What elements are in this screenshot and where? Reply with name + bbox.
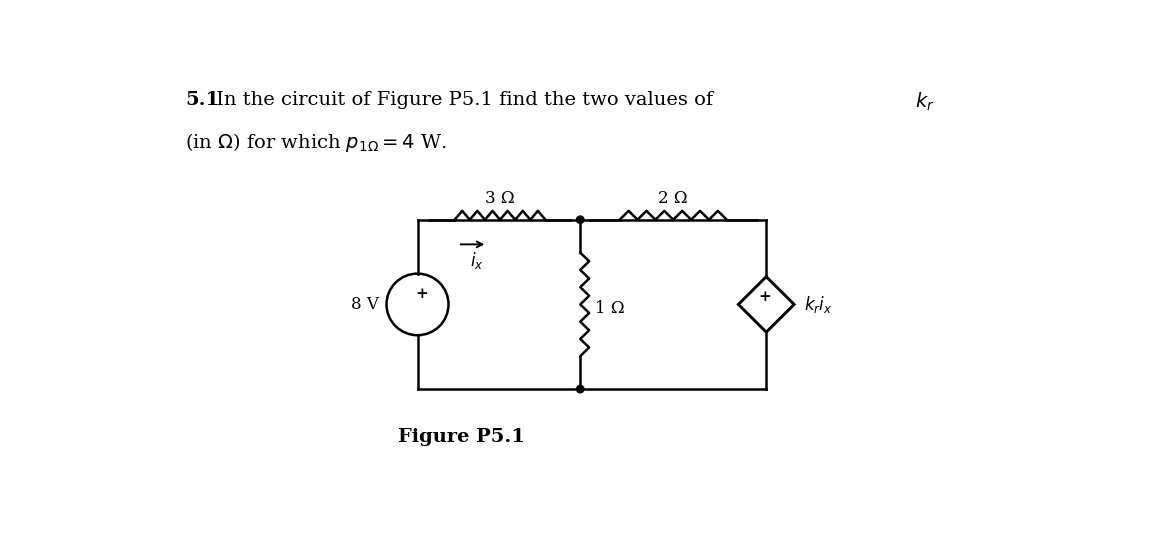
Text: +: + [415,288,428,301]
Text: 5.1: 5.1 [185,91,219,109]
Text: (in $\Omega$) for which $p_{1\Omega} = 4$ W.: (in $\Omega$) for which $p_{1\Omega} = 4… [185,131,447,154]
Text: $i_x$: $i_x$ [469,250,483,271]
Text: +: + [758,290,771,304]
Text: $k_r i_x$: $k_r i_x$ [804,294,833,315]
Text: 1 Ω: 1 Ω [596,300,625,317]
Text: 3 Ω: 3 Ω [486,191,515,207]
Text: Figure P5.1: Figure P5.1 [398,428,525,445]
Text: 2 Ω: 2 Ω [659,191,688,207]
Circle shape [577,216,584,223]
Text: In the circuit of Figure P5.1 find the two values of: In the circuit of Figure P5.1 find the t… [185,91,720,109]
Text: $k_r$: $k_r$ [915,91,935,114]
Text: 8 V: 8 V [351,296,379,313]
Circle shape [577,386,584,393]
